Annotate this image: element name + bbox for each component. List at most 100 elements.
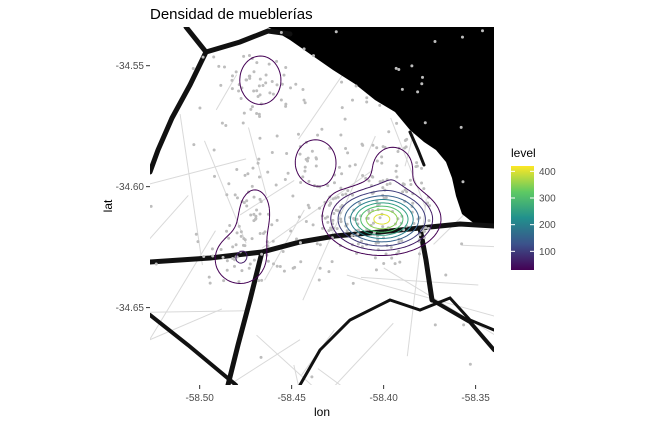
store-point (239, 230, 243, 234)
store-point (212, 148, 216, 152)
store-point (221, 255, 225, 259)
store-point (252, 89, 256, 93)
store-point (315, 242, 319, 246)
store-point (400, 239, 404, 243)
store-point (397, 249, 401, 253)
store-point (318, 243, 322, 247)
store-point (301, 175, 305, 179)
store-point (381, 186, 385, 190)
store-point (382, 262, 386, 266)
store-point (332, 212, 336, 216)
store-point (318, 266, 322, 270)
store-point (355, 217, 359, 221)
store-point (225, 193, 229, 197)
store-point (378, 180, 382, 184)
store-point (284, 66, 288, 70)
major-road-southwest (225, 249, 265, 385)
store-point (422, 187, 426, 191)
store-point (259, 355, 263, 359)
store-point (254, 217, 258, 221)
store-point (259, 200, 263, 204)
store-point (304, 220, 308, 224)
store-point (409, 183, 413, 187)
store-point (317, 278, 321, 282)
major-road-riachuelo (298, 296, 494, 385)
store-point (245, 204, 249, 208)
store-point (335, 227, 339, 231)
store-point (247, 53, 251, 57)
store-point (336, 195, 340, 199)
contour-level-100 (337, 189, 426, 247)
store-point (296, 132, 300, 136)
store-point (264, 73, 268, 77)
x-tick-label: -58.40 (369, 393, 398, 404)
minor-road (150, 310, 248, 313)
store-point (317, 206, 321, 210)
store-point (421, 75, 425, 79)
store-point (350, 234, 354, 238)
store-point (346, 151, 350, 155)
store-point (367, 179, 371, 183)
store-point (291, 194, 295, 198)
store-point (371, 143, 375, 147)
store-point (433, 323, 437, 327)
store-point (270, 223, 274, 227)
store-point (302, 47, 306, 51)
store-point (395, 164, 399, 168)
minor-road (406, 198, 427, 357)
store-point (237, 89, 241, 93)
store-point (271, 92, 275, 96)
store-point (371, 175, 375, 179)
store-point (252, 70, 256, 74)
store-point (248, 76, 252, 80)
store-point (207, 275, 211, 279)
store-point (213, 174, 217, 178)
store-point (282, 269, 286, 273)
store-point (274, 183, 278, 187)
store-point (275, 83, 279, 87)
store-point (275, 134, 279, 138)
store-point (222, 65, 226, 69)
store-point (339, 133, 343, 137)
store-point (270, 150, 274, 154)
store-point (225, 259, 229, 263)
legend-tick-label: 200 (539, 220, 556, 231)
minor-road (150, 230, 216, 340)
store-point (340, 106, 344, 110)
store-point (250, 105, 254, 109)
store-point (460, 242, 464, 246)
store-point (416, 90, 420, 94)
store-point (403, 139, 407, 143)
store-point (389, 245, 393, 249)
store-point (353, 163, 357, 167)
store-point (365, 96, 369, 100)
store-point (307, 206, 311, 210)
store-point (301, 87, 305, 91)
store-point (257, 84, 261, 88)
store-point (282, 73, 286, 77)
store-point (154, 262, 158, 266)
store-point (376, 238, 380, 242)
store-point (408, 178, 412, 182)
store-point (433, 39, 437, 43)
legend: level 100 200 300 400 (511, 146, 556, 270)
store-point (329, 201, 333, 205)
store-point (422, 229, 426, 233)
store-point (306, 159, 310, 163)
store-point (228, 223, 232, 227)
store-point (243, 173, 247, 177)
store-point (257, 112, 261, 116)
x-axis-title: lon (314, 405, 330, 419)
store-point (237, 280, 241, 284)
store-point (241, 121, 245, 125)
store-point (219, 83, 223, 87)
store-point (371, 221, 375, 225)
store-point (334, 196, 338, 200)
y-axis-title: lat (101, 199, 115, 212)
store-point (260, 252, 264, 256)
x-tick-label: -58.35 (461, 393, 490, 404)
minor-road (179, 114, 203, 266)
store-point (235, 196, 239, 200)
store-point (327, 229, 331, 233)
store-point (220, 121, 224, 125)
